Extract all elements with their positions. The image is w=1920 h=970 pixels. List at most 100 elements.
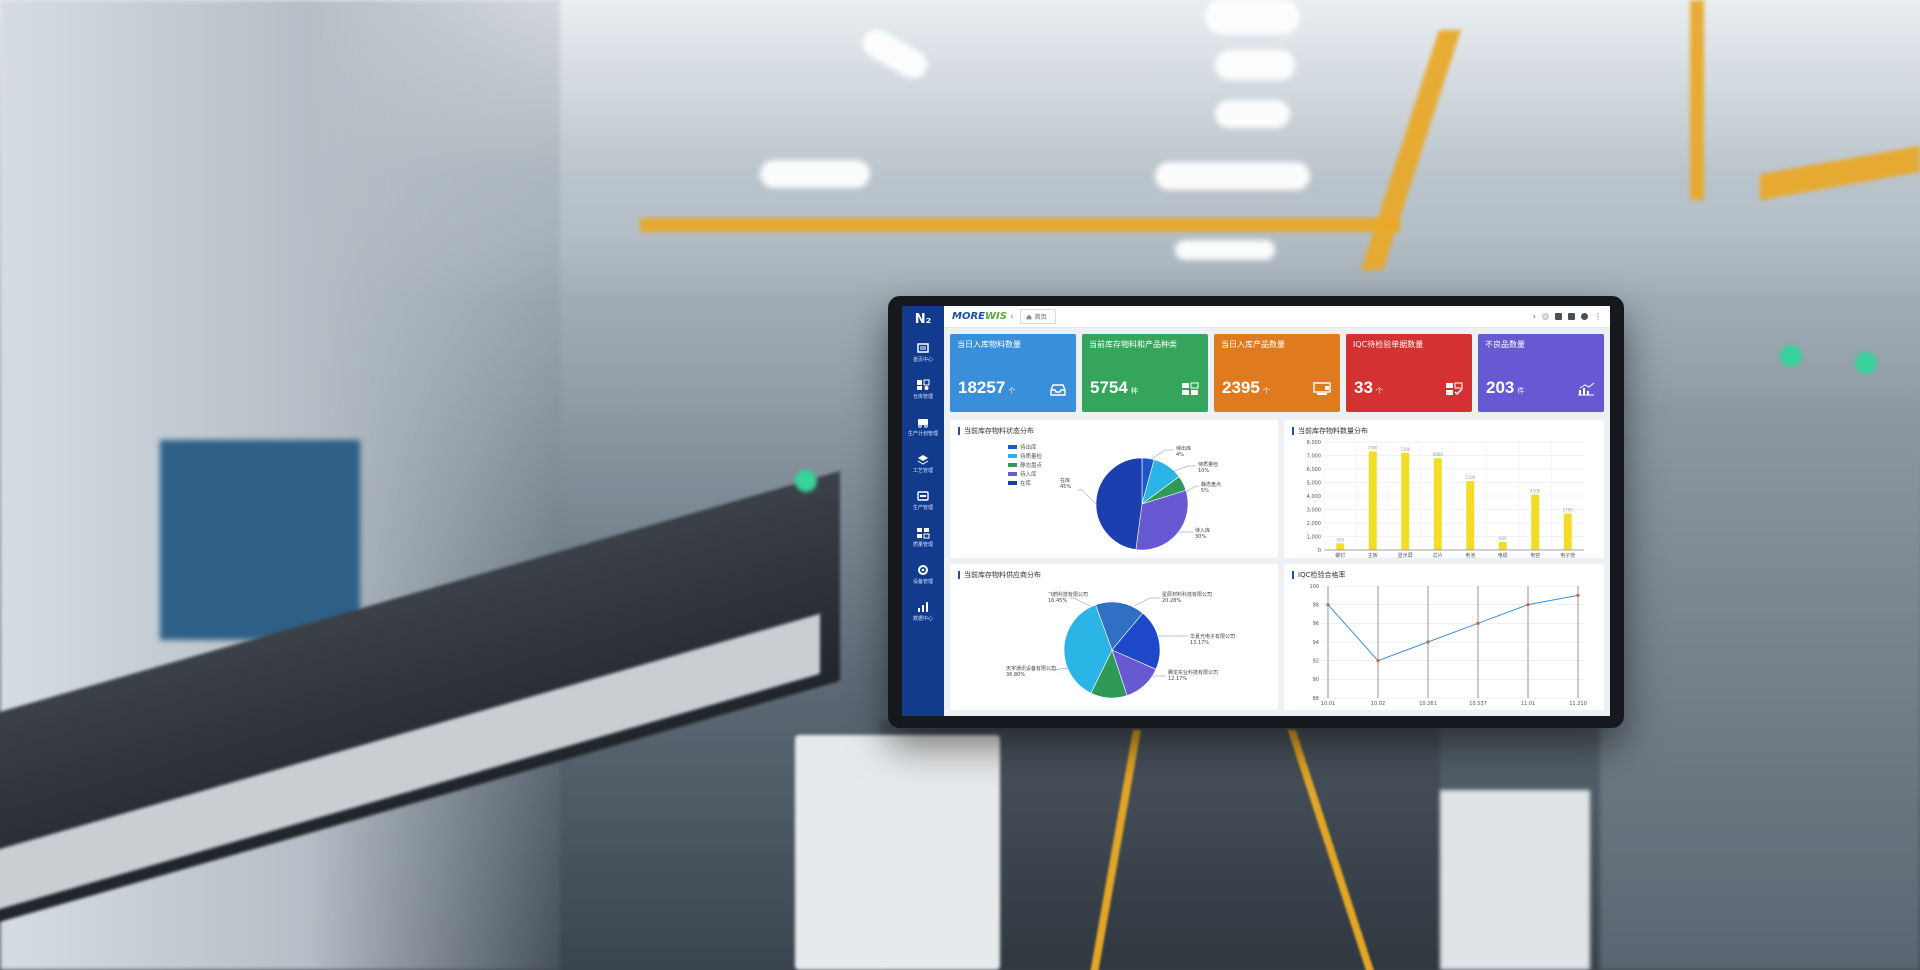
kpi-unit: 个 xyxy=(1375,388,1383,395)
tab-home-label: 首页 xyxy=(1034,314,1047,321)
sidebar-item-8[interactable]: 数据中心 xyxy=(902,593,944,630)
legend-item[interactable]: 静态盘点 xyxy=(1008,460,1042,469)
x-tick-label: 芯片 xyxy=(1433,552,1443,558)
x-tick-label: 11.01 xyxy=(1521,701,1535,707)
y-tick-label: 0 xyxy=(1318,548,1321,554)
sidebar-item-1[interactable]: 首页中心 xyxy=(902,334,944,371)
y-tick-label: 90 xyxy=(1313,677,1319,683)
sidebar-item-4[interactable]: 工艺管理 xyxy=(902,445,944,482)
ceiling-light xyxy=(1215,100,1290,128)
sidebar-item-label: 工艺管理 xyxy=(912,468,933,474)
status-pie-chart xyxy=(1078,449,1199,551)
line-point-2[interactable] xyxy=(1376,659,1380,663)
kpi-value: 203 件 xyxy=(1486,378,1525,397)
bar-8[interactable] xyxy=(1563,513,1572,550)
y-tick-label: 94 xyxy=(1313,640,1319,646)
line-point-4[interactable] xyxy=(1476,621,1480,625)
sidebar-item-7[interactable]: 设备管理 xyxy=(902,556,944,593)
x-tick-label: 电子管 xyxy=(1560,552,1575,558)
legend-swatch xyxy=(1008,453,1017,458)
quantity-bar-chart: 0 1,000 2,000 3,000 4,000 5,000 6,000 7,000 8,00… xyxy=(1307,440,1584,558)
pie-label: 飞鹤科技有限公司 16.45% xyxy=(1048,592,1089,604)
pie-label: 待入库 30% xyxy=(1195,528,1211,540)
y-tick-label: 92 xyxy=(1313,658,1319,664)
supplier-pie-slice-5[interactable] xyxy=(1063,604,1113,694)
trend-icon xyxy=(1578,382,1595,396)
supplier-pie-slice-1[interactable] xyxy=(1095,601,1144,651)
legend-item[interactable]: 待质量检 xyxy=(1008,451,1042,460)
kpi-title: 不良品数量 xyxy=(1485,340,1525,349)
sidebar-item-5[interactable]: 生产管理 xyxy=(902,482,944,519)
kpi-card-5[interactable]: 不良品数量 203 件 xyxy=(1478,334,1604,412)
x-tick-label: 主板 xyxy=(1368,552,1378,558)
bar-6[interactable] xyxy=(1498,541,1507,550)
bar-value-label: 7300 xyxy=(1368,445,1379,450)
forward-arrow[interactable]: › xyxy=(1532,312,1536,321)
sidebar-item-6[interactable]: 质量管理 xyxy=(902,519,944,556)
legend-swatch xyxy=(1008,480,1017,485)
bar-2[interactable] xyxy=(1368,451,1377,550)
sidebar-item-3[interactable]: 生产计划管理 xyxy=(902,408,944,445)
series-line xyxy=(1327,594,1579,662)
kpi-card-1[interactable]: 当日入库物料数量 18257 个 xyxy=(950,334,1076,412)
bar-5[interactable] xyxy=(1466,481,1475,550)
legend-item[interactable]: 在库 xyxy=(1008,478,1042,487)
warehouse-icon xyxy=(917,379,930,390)
y-tick-label: 98 xyxy=(1313,602,1319,608)
sidebar-logo: N₂ xyxy=(914,312,932,327)
pie-leader-line xyxy=(1050,667,1069,671)
panel-supplier-distribution: 当前库存物料供应商分布 飞鹤科技有限公司 16.45% 星辰材料科技有限公司 20.2… xyxy=(950,564,1278,710)
bar-1[interactable] xyxy=(1336,543,1345,550)
inbox-icon xyxy=(1050,384,1066,396)
kpi-value: 33 个 xyxy=(1354,378,1383,397)
legend-label: 待质量检 xyxy=(1020,453,1043,460)
line-point-5[interactable] xyxy=(1526,603,1530,607)
x-tick-label: 11.210 xyxy=(1569,701,1587,707)
y-tick-label: 7,000 xyxy=(1307,453,1321,459)
bar-4[interactable] xyxy=(1433,458,1442,550)
bar-3[interactable] xyxy=(1401,452,1410,550)
x-tick-label: 电容 xyxy=(1530,552,1540,558)
yellow-beam xyxy=(640,218,1400,232)
status-pie-slice-4[interactable] xyxy=(1135,489,1189,551)
avatar[interactable] xyxy=(1542,313,1549,320)
bar-7[interactable] xyxy=(1531,494,1540,550)
kpi-card-2[interactable]: 当前库存物料和产品种类 5754 种 xyxy=(1082,334,1208,412)
supplier-pie-slice-2[interactable] xyxy=(1111,612,1161,670)
line-point-6[interactable] xyxy=(1576,593,1580,597)
legend-swatch xyxy=(1008,471,1017,476)
legend-item[interactable]: 待出库 xyxy=(1008,442,1042,451)
settings-icon[interactable] xyxy=(1581,313,1588,320)
kpi-title: 当日入库物料数量 xyxy=(957,340,1021,349)
supplier-pie-chart xyxy=(1050,597,1188,699)
line-point-1[interactable] xyxy=(1326,603,1330,607)
y-tick-label: 2,000 xyxy=(1307,521,1321,527)
line-point-3[interactable] xyxy=(1426,640,1430,644)
monitor-icon[interactable] xyxy=(1555,313,1562,320)
sidebar-item-label: 质量管理 xyxy=(912,542,933,548)
pie-leader-line xyxy=(1078,489,1099,507)
pie-leader-line xyxy=(1133,597,1160,607)
x-tick-label: 显示屏 xyxy=(1398,553,1413,558)
tab-home[interactable]: 首页 xyxy=(1019,309,1056,324)
back-arrow[interactable]: ‹ xyxy=(1010,311,1014,322)
brand-logo: MOREWIS xyxy=(952,311,1007,322)
pie-leader-line xyxy=(1070,597,1091,607)
kpi-title: 当日入库产品数量 xyxy=(1221,340,1285,349)
sidebar-item-label: 设备管理 xyxy=(912,579,933,585)
layers-icon xyxy=(917,455,929,465)
monitor: N₂ 首页中心仓库管理 生产计划管理工艺管理生产管理质量管理设备管理数据中心 MO… xyxy=(888,296,1624,728)
lock-icon[interactable] xyxy=(1568,313,1575,320)
status-pie-slice-5[interactable] xyxy=(1095,457,1143,550)
pie-label: 待出库 4% xyxy=(1176,446,1192,458)
menu-icon[interactable]: ⋮ xyxy=(1594,312,1602,321)
sidebar-item-2[interactable]: 仓库管理 xyxy=(902,371,944,408)
yellow-rail xyxy=(1690,0,1704,200)
status-led xyxy=(795,470,817,492)
kpi-card-4[interactable]: IQC待检验单据数量 33 个 xyxy=(1346,334,1472,412)
sidebar-item-label: 首页中心 xyxy=(912,357,933,363)
boxes-icon xyxy=(1182,382,1199,395)
monitor-icon xyxy=(1313,382,1331,395)
legend-item[interactable]: 待入库 xyxy=(1008,469,1042,478)
kpi-card-3[interactable]: 当日入库产品数量 2395 个 xyxy=(1214,334,1340,412)
